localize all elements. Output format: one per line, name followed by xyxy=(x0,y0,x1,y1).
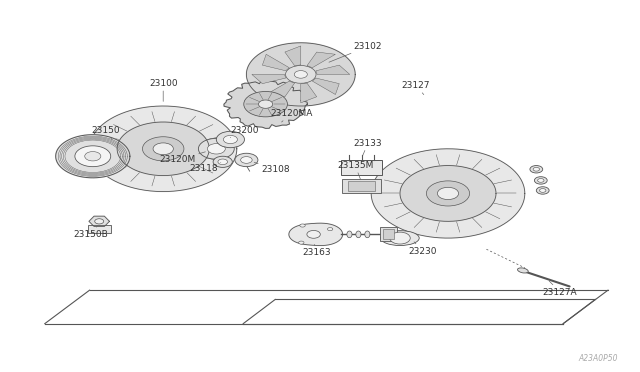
Text: 23127A: 23127A xyxy=(543,281,577,296)
Polygon shape xyxy=(117,122,209,176)
Polygon shape xyxy=(262,54,289,71)
Polygon shape xyxy=(312,78,339,94)
Circle shape xyxy=(530,166,543,173)
Circle shape xyxy=(244,92,287,117)
Bar xyxy=(342,179,381,193)
Circle shape xyxy=(533,167,540,171)
Circle shape xyxy=(84,151,101,161)
Bar xyxy=(88,225,111,232)
Circle shape xyxy=(223,135,237,144)
Circle shape xyxy=(241,157,252,163)
Circle shape xyxy=(534,177,547,184)
Polygon shape xyxy=(400,166,496,221)
Polygon shape xyxy=(89,216,109,227)
Ellipse shape xyxy=(365,231,370,238)
Polygon shape xyxy=(56,135,130,178)
Bar xyxy=(348,181,375,191)
Ellipse shape xyxy=(347,231,352,238)
Ellipse shape xyxy=(356,231,361,238)
Circle shape xyxy=(95,219,104,224)
Text: 23118: 23118 xyxy=(189,163,221,173)
Text: 23102: 23102 xyxy=(329,42,382,62)
Text: 23100: 23100 xyxy=(149,79,177,102)
Polygon shape xyxy=(307,52,335,68)
Circle shape xyxy=(438,187,458,199)
Polygon shape xyxy=(316,65,349,74)
Text: 23230: 23230 xyxy=(408,242,436,256)
Bar xyxy=(380,227,397,241)
Circle shape xyxy=(207,144,225,154)
Circle shape xyxy=(538,179,544,182)
Polygon shape xyxy=(285,46,301,65)
Circle shape xyxy=(259,100,273,108)
Circle shape xyxy=(143,137,184,161)
Circle shape xyxy=(235,153,258,167)
Circle shape xyxy=(536,187,549,194)
Polygon shape xyxy=(371,149,525,238)
Text: 23150: 23150 xyxy=(92,126,120,140)
Text: 23200: 23200 xyxy=(230,126,259,138)
Circle shape xyxy=(294,71,307,78)
Polygon shape xyxy=(301,83,317,103)
Text: 23127: 23127 xyxy=(402,81,430,94)
Polygon shape xyxy=(252,74,285,84)
Circle shape xyxy=(426,181,470,206)
Bar xyxy=(340,160,382,175)
Circle shape xyxy=(216,131,244,148)
Polygon shape xyxy=(224,80,307,128)
Text: 23108: 23108 xyxy=(254,162,289,174)
Polygon shape xyxy=(289,223,342,246)
Circle shape xyxy=(390,232,410,244)
Polygon shape xyxy=(90,106,237,192)
Circle shape xyxy=(328,228,333,231)
Circle shape xyxy=(300,224,305,227)
Text: 23120M: 23120M xyxy=(160,152,205,164)
Circle shape xyxy=(285,65,316,83)
Text: 23120MA: 23120MA xyxy=(270,109,312,122)
Circle shape xyxy=(307,230,321,238)
Circle shape xyxy=(75,146,111,167)
Text: 23133: 23133 xyxy=(354,139,382,155)
Text: 23135M: 23135M xyxy=(337,161,373,180)
Circle shape xyxy=(213,156,232,167)
Text: A23A0P50: A23A0P50 xyxy=(578,354,618,363)
Polygon shape xyxy=(246,43,355,106)
Text: 23150B: 23150B xyxy=(74,225,108,239)
Polygon shape xyxy=(266,81,294,97)
Bar xyxy=(383,230,394,239)
Ellipse shape xyxy=(518,268,528,273)
Circle shape xyxy=(153,143,173,155)
Circle shape xyxy=(299,241,304,244)
Circle shape xyxy=(540,189,546,192)
Circle shape xyxy=(198,138,234,159)
Circle shape xyxy=(218,159,228,164)
Text: 23163: 23163 xyxy=(303,244,331,257)
Ellipse shape xyxy=(381,231,419,246)
